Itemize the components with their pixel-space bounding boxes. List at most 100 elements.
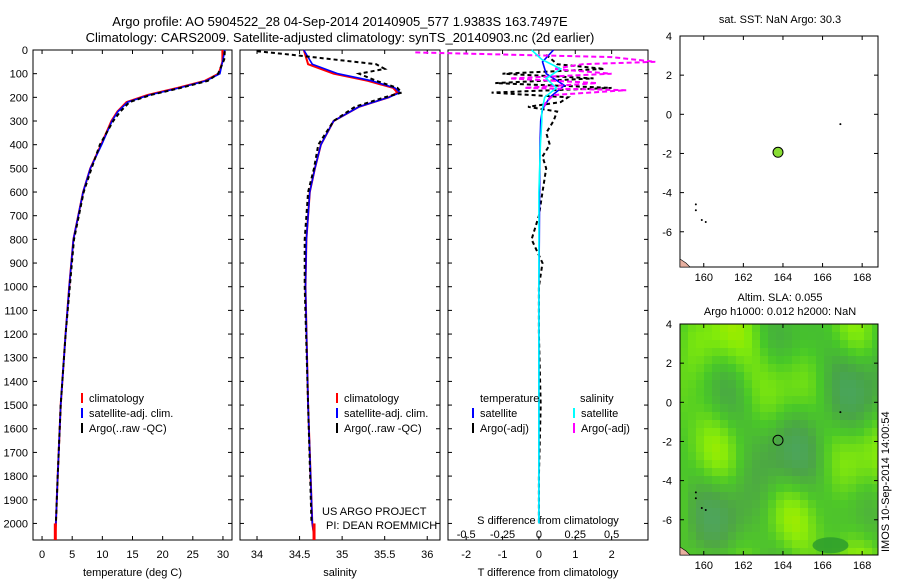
sla-cell (840, 436, 849, 445)
sla-cell (736, 476, 745, 485)
sla-cell (720, 492, 729, 501)
sla-cell (856, 516, 865, 525)
sla-cell (776, 412, 785, 421)
sla-cell (752, 524, 761, 533)
sla-cell (864, 516, 873, 525)
sla-cell (800, 428, 809, 437)
sla-cell (696, 332, 705, 341)
sla-cell (784, 404, 793, 413)
sla-cell (736, 324, 745, 333)
sla-cell (784, 460, 793, 469)
sla-cell (848, 388, 857, 397)
sla-cell (792, 540, 801, 549)
sla-cell (864, 540, 873, 549)
sla-cell (832, 340, 841, 349)
sla-cell (792, 348, 801, 357)
sla-cell (840, 500, 849, 509)
sla-cell (848, 340, 857, 349)
sla-cell (680, 452, 689, 461)
sla-cell (856, 540, 865, 549)
sla-cell (696, 412, 705, 421)
sla-cell (752, 428, 761, 437)
sla-cell (728, 532, 737, 541)
island-speck (839, 411, 842, 414)
sla-cell (680, 484, 689, 493)
y-tick-label: 500 (10, 163, 28, 175)
sla-cell (720, 324, 729, 333)
sla-cell (704, 404, 713, 413)
sla-cell (824, 492, 833, 501)
sla-cell (824, 532, 833, 541)
sla-cell (728, 524, 737, 533)
sla-cell (736, 356, 745, 365)
sla-cell (688, 364, 697, 373)
sla-cell (864, 380, 873, 389)
sla-cell (864, 332, 873, 341)
sla-cell (688, 444, 697, 453)
sla-cell (776, 332, 785, 341)
coastline (679, 546, 691, 556)
sla-cell (816, 388, 825, 397)
sla-cell (744, 340, 753, 349)
sla-cell (856, 364, 865, 373)
sla-cell (696, 468, 705, 477)
sla-cell (744, 420, 753, 429)
sla-cell (696, 356, 705, 365)
sla-cell (776, 524, 785, 533)
sla-cell (848, 476, 857, 485)
sla-cell (848, 524, 857, 533)
sla-cell (704, 396, 713, 405)
sla-cell (696, 348, 705, 357)
sla-cell (736, 500, 745, 509)
sla-cell (760, 380, 769, 389)
sla-cell (744, 492, 753, 501)
sla-cell (800, 372, 809, 381)
sla-cell (824, 524, 833, 533)
sla-cell (728, 332, 737, 341)
y-tick-label: 4 (666, 319, 672, 331)
sla-cell (824, 404, 833, 413)
sla-cell (720, 428, 729, 437)
sla-cell (808, 548, 817, 556)
sla-cell (760, 420, 769, 429)
sla-cell (864, 372, 873, 381)
sla-cell (800, 524, 809, 533)
x-top-tick-label: -0.5 (457, 529, 476, 541)
sla-cell (736, 380, 745, 389)
sla-cell (840, 524, 849, 533)
x-tick-label: 164 (774, 272, 792, 284)
sla-cell (752, 404, 761, 413)
sla-cell (680, 324, 689, 333)
sla-cell (760, 476, 769, 485)
x-axis-label: T difference from climatology (478, 567, 619, 579)
sla-cell (696, 540, 705, 549)
sla-cell (848, 428, 857, 437)
sla-cell (744, 396, 753, 405)
sla-cell (728, 516, 737, 525)
x-tick-label: 10 (96, 549, 108, 561)
sla-cell (744, 444, 753, 453)
sla-cell (776, 532, 785, 541)
sla-cell (784, 420, 793, 429)
sla-cell (840, 420, 849, 429)
sla-cell (816, 436, 825, 445)
sla-cell (816, 404, 825, 413)
sla-cell (840, 388, 849, 397)
sla-cell (872, 412, 879, 421)
sla-cell (776, 492, 785, 501)
sla-cell (800, 516, 809, 525)
x-top-tick-label: -0.25 (490, 529, 515, 541)
sla-cell (680, 404, 689, 413)
sla-cell (712, 508, 721, 517)
sla-cell (768, 420, 777, 429)
sla-cell (704, 332, 713, 341)
sla-cell (824, 396, 833, 405)
sla-cell (784, 508, 793, 517)
sla-cell (840, 412, 849, 421)
sla-cell (688, 524, 697, 533)
sla-cell (736, 420, 745, 429)
sla-cell (712, 356, 721, 365)
sla-cell (784, 428, 793, 437)
sla-cell (696, 380, 705, 389)
sla-cell (816, 412, 825, 421)
